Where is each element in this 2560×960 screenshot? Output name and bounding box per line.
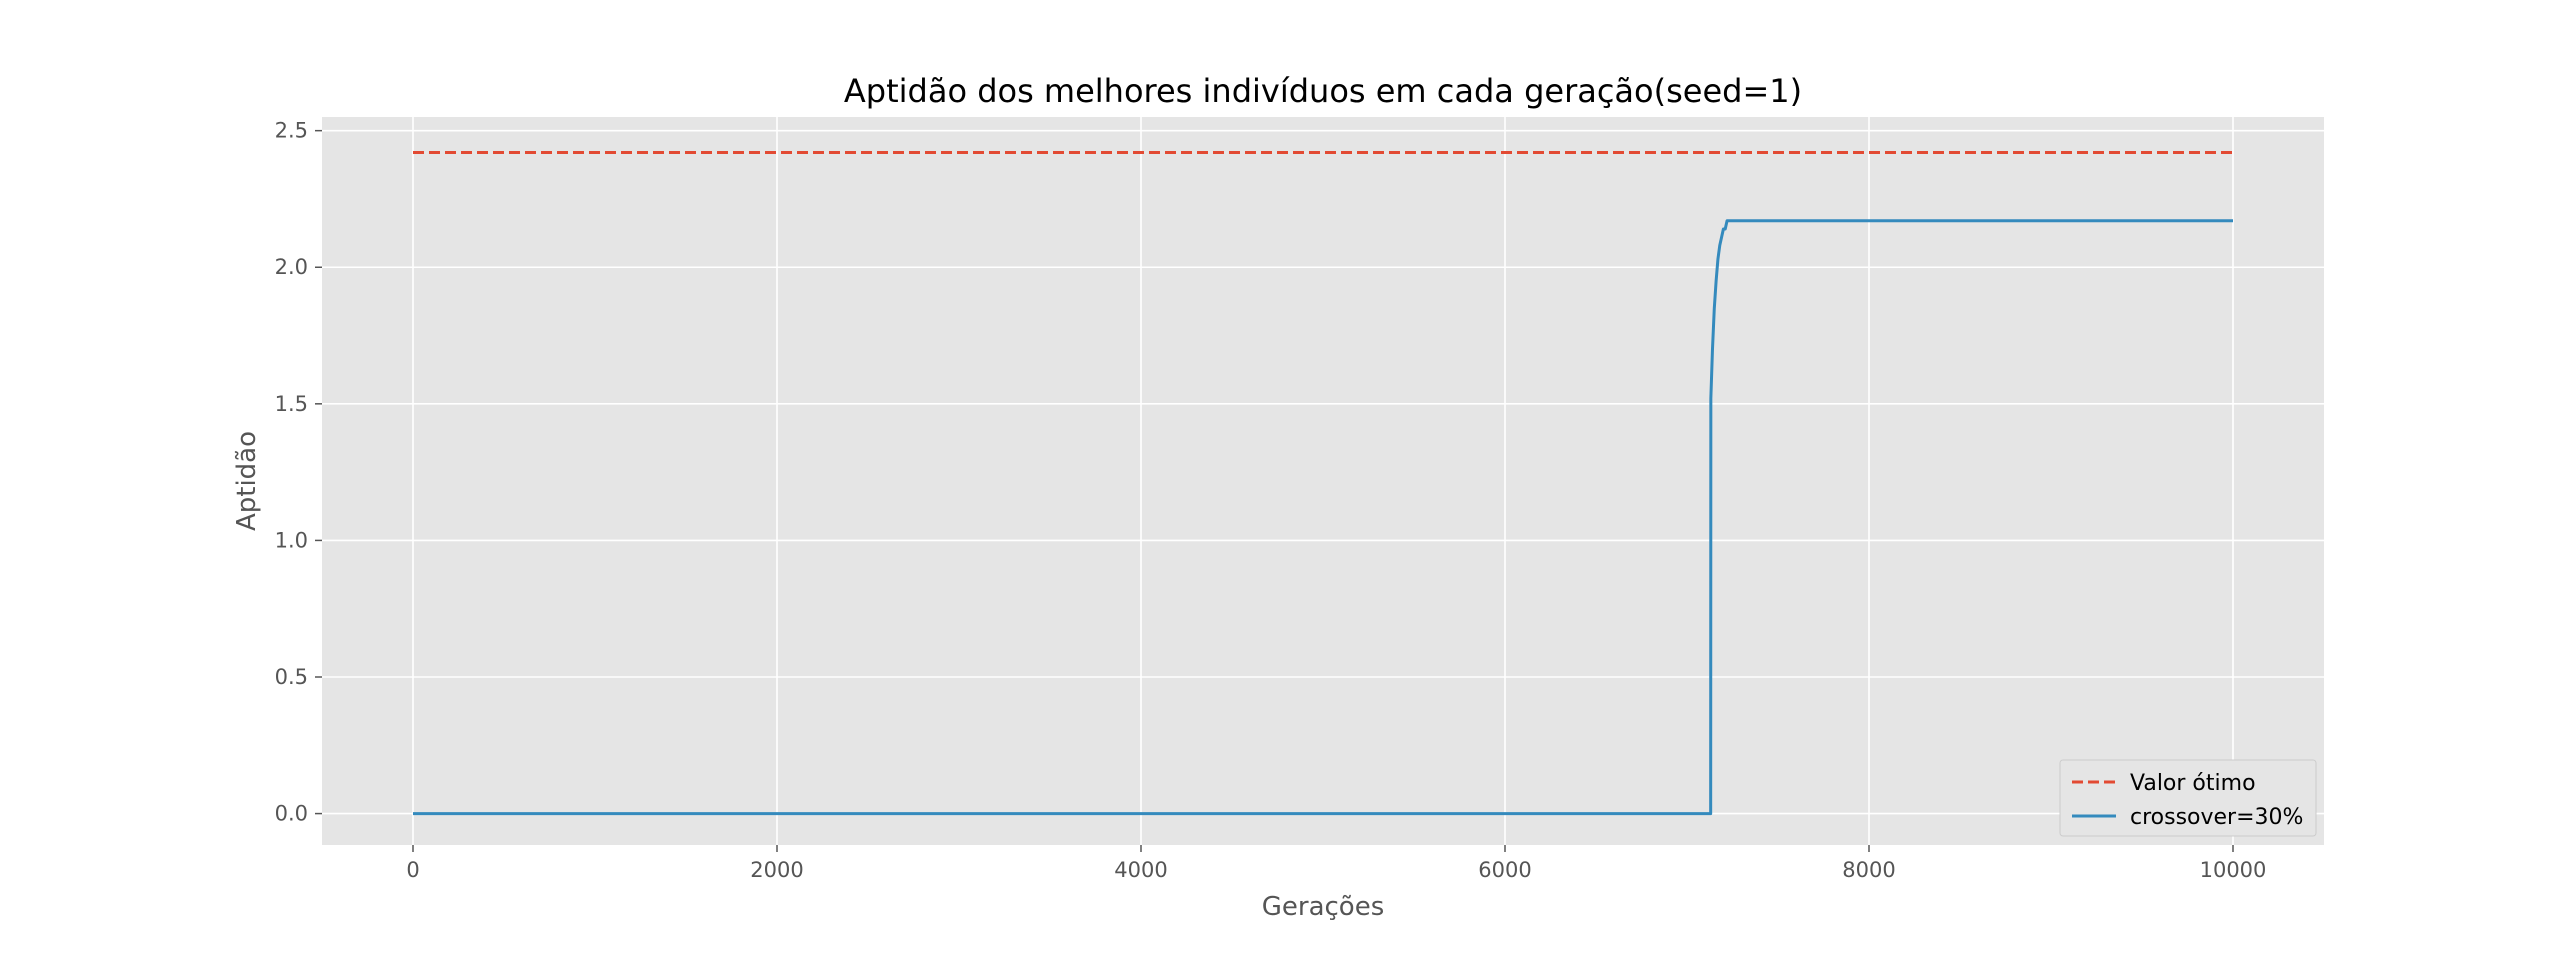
chart-title: Aptidão dos melhores indivíduos em cada … [844, 72, 1802, 110]
x-tick-label: 4000 [1114, 858, 1167, 882]
y-axis: 0.0 0.5 1.0 1.5 2.0 2.5 [275, 119, 322, 826]
y-tick-label: 2.0 [275, 255, 308, 279]
y-tick-label: 2.5 [275, 119, 308, 143]
legend: Valor ótimo crossover=30% [2059, 759, 2317, 837]
grid-lines [322, 117, 2324, 845]
legend-label-crossover: crossover=30% [2130, 805, 2303, 830]
y-tick-label: 0.5 [275, 665, 308, 689]
y-axis-label: Aptidão [232, 431, 262, 531]
x-tick-label: 10000 [2200, 858, 2267, 882]
y-tick-label: 0.0 [275, 802, 308, 826]
series-layer [413, 151, 2233, 816]
x-tick-label: 6000 [1478, 858, 1531, 882]
series-line-crossover [413, 219, 2233, 816]
x-tick-label: 8000 [1842, 858, 1895, 882]
legend-box [2059, 759, 2317, 837]
y-tick-label: 1.5 [275, 392, 308, 416]
x-axis-label: Gerações [1262, 892, 1385, 922]
y-tick-label: 1.0 [275, 528, 308, 552]
x-tick-label: 2000 [750, 858, 803, 882]
x-axis: 0 2000 4000 6000 8000 10000 [406, 845, 2266, 882]
legend-label-valor-otimo: Valor ótimo [2130, 771, 2256, 796]
x-tick-label: 0 [406, 858, 419, 882]
plot-area [322, 117, 2324, 845]
